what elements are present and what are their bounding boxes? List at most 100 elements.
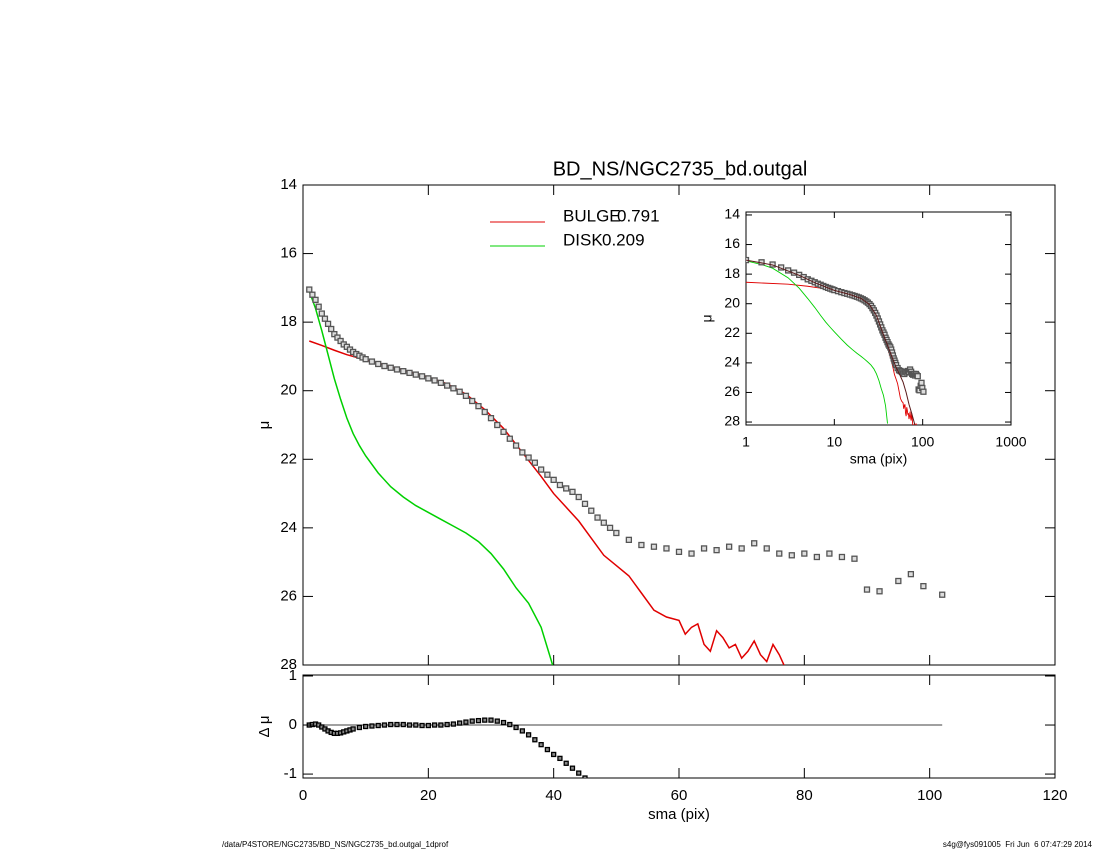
data-point <box>826 550 833 557</box>
data-point <box>763 545 770 552</box>
data-point <box>513 724 519 731</box>
data-point <box>369 723 375 729</box>
data-point <box>394 721 400 728</box>
data-point <box>606 524 614 532</box>
data-point <box>525 454 532 461</box>
data-point <box>438 722 444 728</box>
data-point <box>638 541 645 549</box>
data-point <box>544 471 551 478</box>
data-point <box>431 377 438 384</box>
y-axis-label: μ <box>699 314 715 322</box>
y-tick-label: 24 <box>724 354 740 370</box>
data-point <box>813 553 821 561</box>
data-point <box>368 358 376 365</box>
y-tick-label: 0 <box>289 716 297 733</box>
data-point <box>393 366 401 373</box>
footer-stamp: s4g@fys091005 Fri Jun 6 07:47:29 2014 <box>943 840 1093 849</box>
data-point <box>406 369 413 377</box>
plot-area <box>303 717 943 778</box>
y-tick-label: 26 <box>724 383 740 399</box>
data-point <box>437 379 445 386</box>
x-tick-label: 80 <box>796 787 813 804</box>
data-point <box>582 775 588 778</box>
data-point <box>444 721 450 728</box>
y-axis-label: μ <box>256 421 273 430</box>
y-tick-label: 18 <box>724 265 740 281</box>
x-tick-label: 100 <box>917 787 942 804</box>
y-tick-label: 14 <box>280 176 297 193</box>
data-point <box>387 364 394 371</box>
data-point <box>388 721 394 728</box>
data-point <box>551 751 557 758</box>
x-tick-label: 100 <box>911 434 935 450</box>
data-point <box>443 382 451 389</box>
data-point <box>838 553 846 561</box>
x-tick-label: 20 <box>420 787 437 804</box>
data-point <box>939 591 946 598</box>
data-point <box>532 737 538 743</box>
plot-area <box>306 286 946 665</box>
legend-fraction: 0.791 <box>617 206 660 225</box>
data-point <box>400 368 407 375</box>
data-point <box>625 536 633 544</box>
data-point <box>507 721 513 728</box>
data-point <box>650 543 658 550</box>
y-tick-label: 28 <box>280 656 297 673</box>
footer-path: /data/P4STORE/NGC2735/BD_NS/NGC2735_bd.o… <box>222 840 449 849</box>
data-point <box>475 717 482 724</box>
data-point <box>469 397 476 405</box>
legend-label: BULGE <box>563 206 621 225</box>
data-point <box>312 296 319 304</box>
y-axis-label: Δ μ <box>256 715 273 737</box>
data-point <box>413 722 419 728</box>
data-point <box>363 723 369 730</box>
data-point <box>537 466 545 473</box>
data-point <box>920 582 927 590</box>
data-point <box>475 402 482 410</box>
total-model-line <box>746 259 916 425</box>
y-tick-label: 16 <box>280 245 297 262</box>
data-point <box>863 586 871 593</box>
data-point <box>851 555 858 562</box>
x-axis-label: sma (pix) <box>850 451 908 467</box>
data-point <box>321 315 329 322</box>
data-point <box>487 414 495 422</box>
data-point <box>563 485 570 492</box>
y-tick-label: 22 <box>724 324 740 340</box>
data-point <box>512 442 520 449</box>
data-point <box>688 550 695 557</box>
data-point <box>569 765 576 771</box>
data-point <box>920 388 927 395</box>
data-point <box>309 291 316 298</box>
y-tick-label: 24 <box>280 519 297 536</box>
data-point <box>406 722 413 728</box>
data-point <box>663 545 670 552</box>
data-point <box>375 722 381 729</box>
data-point <box>538 741 544 748</box>
data-point <box>918 379 925 386</box>
data-point <box>425 722 431 729</box>
y-tick-label: -1 <box>284 765 297 782</box>
data-point <box>531 459 539 466</box>
data-point <box>462 392 470 400</box>
legend-fraction: 0.209 <box>602 230 645 249</box>
data-point <box>519 728 525 734</box>
x-tick-label: 1000 <box>995 434 1026 450</box>
data-point <box>381 362 388 370</box>
data-point <box>481 408 488 416</box>
data-point <box>482 717 488 723</box>
legend-label: DISK <box>563 230 603 249</box>
data-point <box>356 724 363 731</box>
data-point <box>306 286 313 293</box>
x-tick-label: 1 <box>742 434 750 450</box>
data-point <box>556 481 564 489</box>
data-point <box>412 371 419 378</box>
x-tick-label: 0 <box>299 787 307 804</box>
x-tick-label: 10 <box>827 434 843 450</box>
data-point <box>700 545 708 552</box>
data-point <box>318 310 325 317</box>
x-tick-label: 120 <box>1042 787 1067 804</box>
data-point <box>576 770 582 776</box>
model-line <box>308 291 554 665</box>
